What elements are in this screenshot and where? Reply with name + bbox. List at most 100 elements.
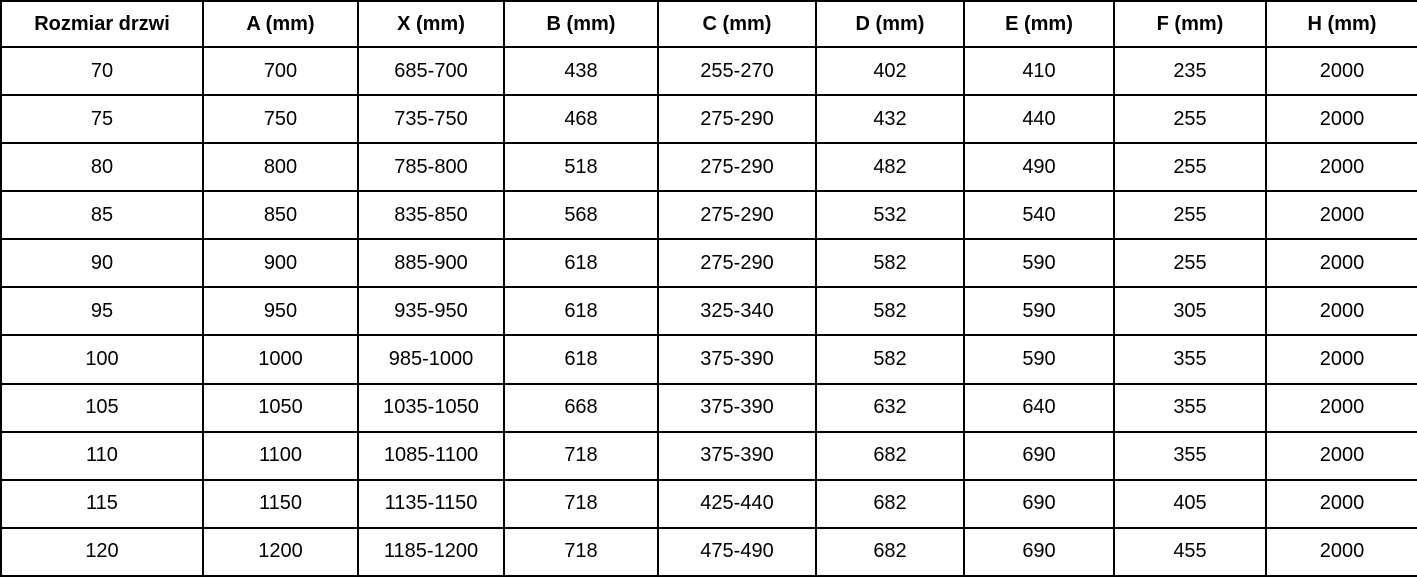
table-row: 115 1150 1135-1150 718 425-440 682 690 405 2000 [0, 478, 1417, 529]
table-cell: 785-800 [357, 142, 505, 193]
table-cell: 582 [815, 238, 965, 289]
table-cell: 632 [815, 382, 965, 433]
table-cell: 700 [202, 45, 359, 97]
table-cell: 2000 [1265, 526, 1417, 577]
table-cell: 275-290 [657, 190, 817, 241]
table-cell: 90 [0, 238, 204, 289]
table-cell: 690 [963, 478, 1115, 529]
table-cell: 70 [0, 45, 204, 97]
table-cell: 668 [503, 382, 659, 433]
table-cell: 1050 [202, 382, 359, 433]
table-cell: 1100 [202, 430, 359, 481]
table-cell: 985-1000 [357, 334, 505, 385]
table-cell: 440 [963, 94, 1115, 145]
table-cell: 718 [503, 430, 659, 481]
table-cell: 590 [963, 334, 1115, 385]
table-cell: 425-440 [657, 478, 817, 529]
table-cell: 115 [0, 478, 204, 529]
table-cell: 410 [963, 45, 1115, 97]
table-cell: 690 [963, 430, 1115, 481]
table-cell: 2000 [1265, 190, 1417, 241]
table-cell: 85 [0, 190, 204, 241]
table-cell: 682 [815, 430, 965, 481]
table-cell: 850 [202, 190, 359, 241]
table-cell: 475-490 [657, 526, 817, 577]
table-cell: 750 [202, 94, 359, 145]
table-cell: 405 [1113, 478, 1267, 529]
table-cell: 682 [815, 526, 965, 577]
table-cell: 2000 [1265, 478, 1417, 529]
table-cell: 718 [503, 478, 659, 529]
table-cell: 2000 [1265, 238, 1417, 289]
table-cell: 275-290 [657, 94, 817, 145]
table-cell: 2000 [1265, 45, 1417, 97]
table-cell: 2000 [1265, 430, 1417, 481]
table-cell: 800 [202, 142, 359, 193]
table-cell: 355 [1113, 334, 1267, 385]
table-cell: 255 [1113, 238, 1267, 289]
table-cell: 618 [503, 238, 659, 289]
table-row: 100 1000 985-1000 618 375-390 582 590 355 2000 [0, 334, 1417, 385]
table-cell: 2000 [1265, 382, 1417, 433]
table-cell: 490 [963, 142, 1115, 193]
table-cell: 718 [503, 526, 659, 577]
table-cell: 325-340 [657, 286, 817, 337]
table-cell: 355 [1113, 430, 1267, 481]
table-cell: 618 [503, 334, 659, 385]
table-row: 110 1100 1085-1100 718 375-390 682 690 355 2000 [0, 430, 1417, 481]
header-row: Rozmiar drzwi A (mm) X (mm) B (mm) C (mm) D (… [0, 0, 1417, 48]
table-cell: 375-390 [657, 334, 817, 385]
table-cell: 255-270 [657, 45, 817, 97]
table-cell: 80 [0, 142, 204, 193]
table-cell: 1200 [202, 526, 359, 577]
header-cell: F (mm) [1113, 0, 1267, 48]
header-cell: A (mm) [202, 0, 359, 48]
table-row: 75 750 735-750 468 275-290 432 440 255 2000 [0, 94, 1417, 145]
table-row: 85 850 835-850 568 275-290 532 540 255 2000 [0, 190, 1417, 241]
table-row: 70 700 685-700 438 255-270 402 410 235 2000 [0, 45, 1417, 97]
table-cell: 685-700 [357, 45, 505, 97]
table-cell: 582 [815, 334, 965, 385]
table-header: Rozmiar drzwi A (mm) X (mm) B (mm) C (mm) D (… [0, 0, 1417, 48]
table-cell: 1085-1100 [357, 430, 505, 481]
table-cell: 482 [815, 142, 965, 193]
table-cell: 900 [202, 238, 359, 289]
table-row: 105 1050 1035-1050 668 375-390 632 640 355 2000 [0, 382, 1417, 433]
table-cell: 735-750 [357, 94, 505, 145]
table-cell: 255 [1113, 142, 1267, 193]
table-cell: 518 [503, 142, 659, 193]
table-cell: 402 [815, 45, 965, 97]
table-cell: 235 [1113, 45, 1267, 97]
table-cell: 885-900 [357, 238, 505, 289]
table-cell: 540 [963, 190, 1115, 241]
table-cell: 75 [0, 94, 204, 145]
table-cell: 1035-1050 [357, 382, 505, 433]
table-cell: 438 [503, 45, 659, 97]
table-cell: 432 [815, 94, 965, 145]
table-cell: 532 [815, 190, 965, 241]
table-cell: 568 [503, 190, 659, 241]
table-cell: 2000 [1265, 94, 1417, 145]
table-cell: 275-290 [657, 238, 817, 289]
table-cell: 455 [1113, 526, 1267, 577]
table-cell: 582 [815, 286, 965, 337]
table-row: 95 950 935-950 618 325-340 582 590 305 2000 [0, 286, 1417, 337]
table-cell: 255 [1113, 94, 1267, 145]
table-cell: 590 [963, 286, 1115, 337]
header-cell: B (mm) [503, 0, 659, 48]
table-cell: 2000 [1265, 142, 1417, 193]
header-cell: E (mm) [963, 0, 1115, 48]
table-cell: 1150 [202, 478, 359, 529]
table-cell: 255 [1113, 190, 1267, 241]
header-cell: C (mm) [657, 0, 817, 48]
table-cell: 375-390 [657, 430, 817, 481]
table-cell: 950 [202, 286, 359, 337]
table-cell: 305 [1113, 286, 1267, 337]
table-row: 90 900 885-900 618 275-290 582 590 255 2000 [0, 238, 1417, 289]
header-cell: X (mm) [357, 0, 505, 48]
table-cell: 355 [1113, 382, 1267, 433]
table-cell: 690 [963, 526, 1115, 577]
table-cell: 110 [0, 430, 204, 481]
